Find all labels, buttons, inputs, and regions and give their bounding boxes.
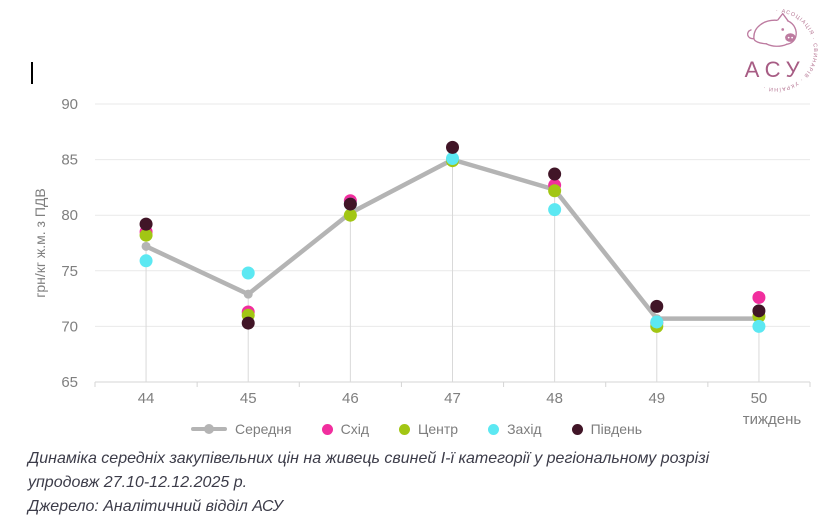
x-tick-label: 46 xyxy=(342,390,359,407)
data-point-схід xyxy=(752,290,766,304)
y-tick-label: 90 xyxy=(61,96,78,113)
legend-item-центр: Центр xyxy=(399,421,458,437)
legend-item-середня: Середня xyxy=(190,421,292,437)
x-tick-label: 45 xyxy=(240,390,257,407)
text-cursor xyxy=(31,62,33,84)
data-point-центр xyxy=(548,184,562,198)
y-tick-label: 65 xyxy=(61,374,78,391)
chart-caption: Динаміка середніх закупівельних цін на ж… xyxy=(28,447,709,519)
price-dynamics-chart[interactable]: 65 70 75 80 85 90 44 45 46 47 48 49 50 грн/кг ж.м. з … xyxy=(0,0,833,445)
legend-marker-icon xyxy=(571,423,583,435)
x-axis-title: тиждень xyxy=(742,411,802,428)
data-point-центр xyxy=(343,208,357,222)
y-tick-label: 75 xyxy=(61,263,78,280)
data-point-південь xyxy=(548,167,562,181)
logo-acronym-text: АСУ xyxy=(745,57,806,82)
data-point-південь xyxy=(241,316,255,330)
average-point xyxy=(141,241,151,251)
y-axis-title: грн/кг ж.м. з ПДВ xyxy=(32,188,48,297)
data-point-південь xyxy=(139,217,153,231)
data-point-захід xyxy=(241,266,255,280)
data-point-південь xyxy=(650,299,664,313)
legend-item-схід: Схід xyxy=(321,421,369,437)
pig-icon xyxy=(746,12,797,47)
caption-line-2: упродовж 27.10-12.12.2025 р. xyxy=(28,474,248,491)
legend-label: Середня xyxy=(234,421,292,437)
data-point-центр xyxy=(139,228,153,242)
legend-label: Центр xyxy=(418,421,459,437)
data-point-південь xyxy=(446,140,459,154)
data-point-захід xyxy=(446,151,459,165)
legend-label: Захід xyxy=(507,421,542,437)
legend-label: Південь xyxy=(590,421,643,437)
legend-marker-icon xyxy=(190,424,227,434)
legend-marker-icon xyxy=(399,423,410,435)
x-tick-label: 47 xyxy=(444,390,461,407)
legend-item-захід: Захід xyxy=(488,421,542,437)
data-point-захід xyxy=(548,203,562,217)
y-tick-label: 80 xyxy=(61,207,78,224)
y-tick-label: 70 xyxy=(61,318,78,335)
asu-logo: · АСОЦІАЦІЯ · СВИНАРІВ · УКРАЇНИ · АСУ xyxy=(745,8,817,93)
y-tick-label: 85 xyxy=(61,152,78,169)
data-point-захід xyxy=(752,319,766,333)
legend-marker-icon xyxy=(488,423,500,435)
caption-source: Джерело: Аналітичний відділ АСУ xyxy=(28,498,283,515)
data-point-захід xyxy=(139,254,153,268)
legend-marker-icon xyxy=(321,423,333,435)
x-tick-label: 48 xyxy=(546,390,563,407)
legend-item-південь: Південь xyxy=(571,421,643,437)
data-point-захід xyxy=(650,315,664,329)
x-tick-label: 49 xyxy=(648,390,665,407)
x-tick-label: 50 xyxy=(751,390,768,407)
legend-label: Схід xyxy=(340,421,369,437)
data-point-південь xyxy=(343,197,357,211)
data-point-південь xyxy=(752,304,766,318)
caption-line-1: Динаміка середніх закупівельних цін на ж… xyxy=(28,450,710,467)
average-point xyxy=(243,289,253,299)
chart-legend: Середня Схід Центр Захід Південь xyxy=(0,421,833,437)
x-tick-label: 44 xyxy=(138,390,155,407)
chart-plot-area: 65 70 75 80 85 90 44 45 46 47 48 49 50 грн/кг ж.м. з … xyxy=(32,96,811,407)
